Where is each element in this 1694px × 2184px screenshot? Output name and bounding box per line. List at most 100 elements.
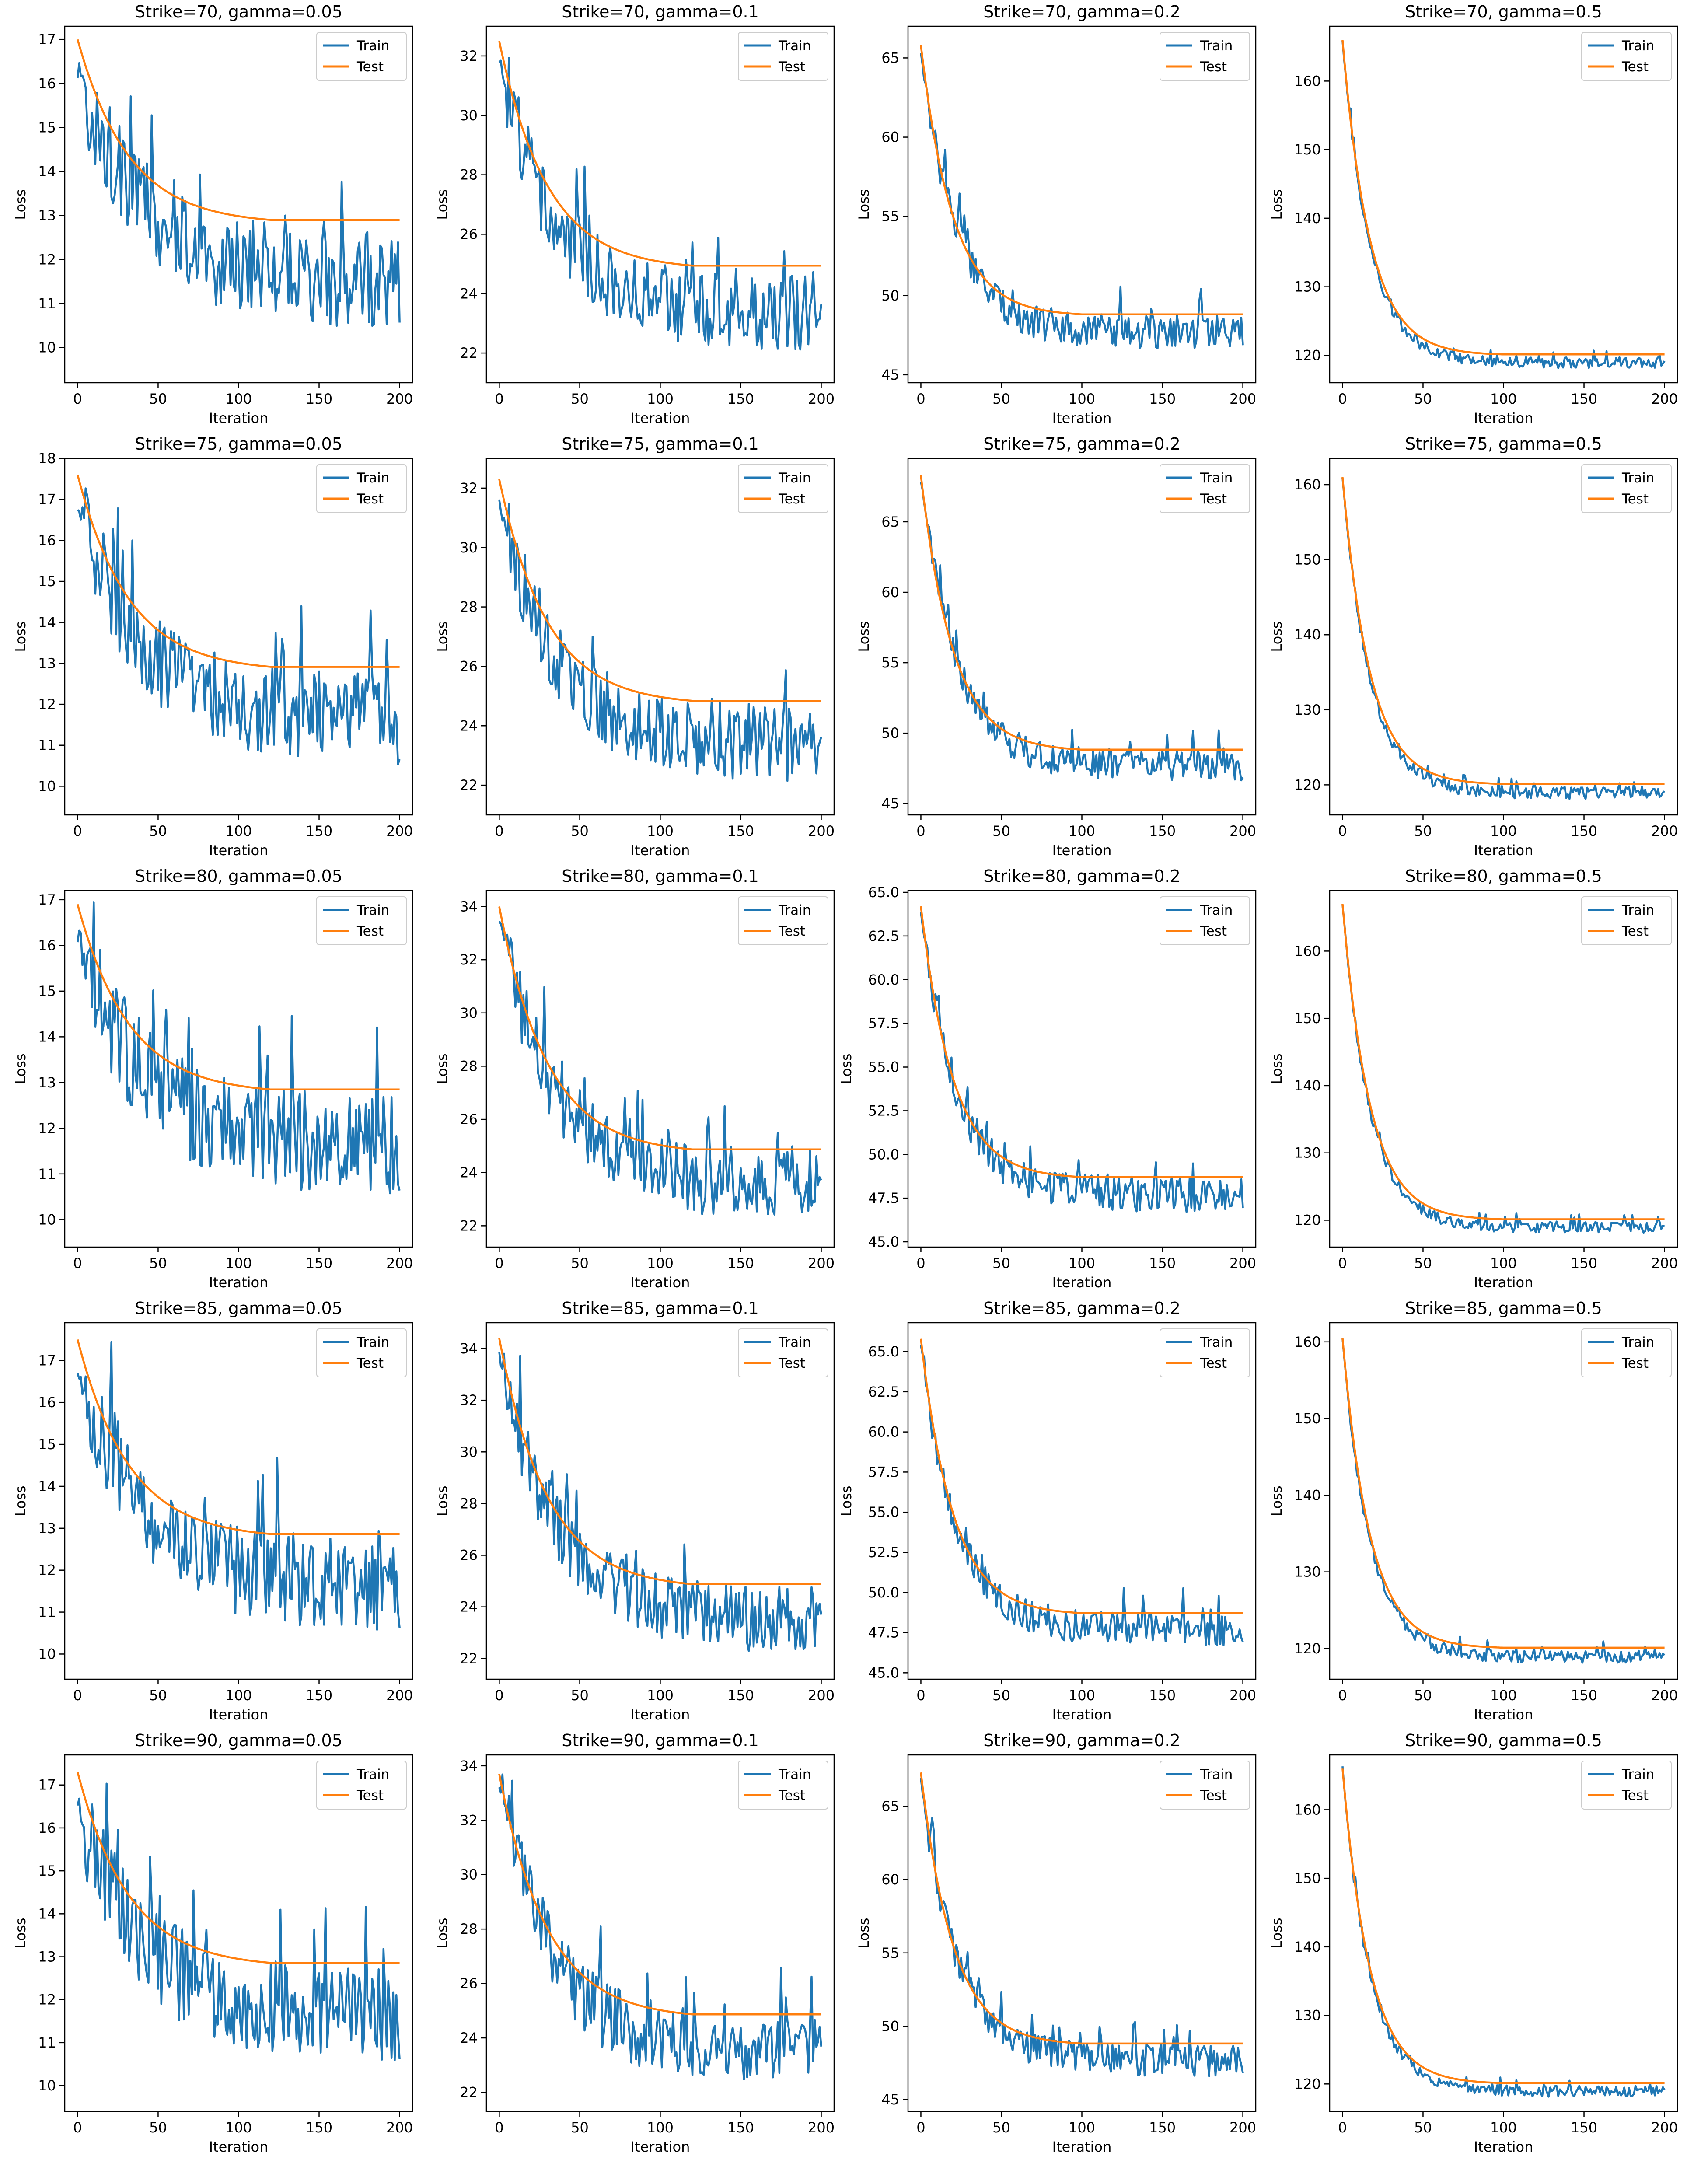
x-tick-label: 200 xyxy=(1229,2119,1256,2136)
x-tick-label: 150 xyxy=(1149,1255,1176,1272)
legend-label-train: Train xyxy=(778,38,811,54)
y-axis-label: Loss xyxy=(856,621,872,652)
y-tick-label: 62.5 xyxy=(868,928,899,944)
legend: Train Test xyxy=(1160,32,1250,81)
subplot-11: Strike=80, gamma=0.2 0 50 100 150 200 45.0 47.5… xyxy=(838,867,1257,1291)
y-tick-label: 55.0 xyxy=(868,1504,899,1520)
x-tick-label: 50 xyxy=(571,2119,589,2136)
x-tick-label: 150 xyxy=(306,391,332,407)
x-tick-label: 0 xyxy=(73,1687,82,1704)
x-axis-label: Iteration xyxy=(209,1274,269,1291)
x-tick-label: 50 xyxy=(1414,1687,1432,1704)
x-tick-label: 150 xyxy=(306,2119,332,2136)
x-tick-label: 100 xyxy=(1069,1255,1095,1272)
x-tick-label: 50 xyxy=(992,391,1010,407)
y-axis-label: Loss xyxy=(1268,1918,1285,1948)
x-tick-label: 150 xyxy=(727,823,754,839)
legend: Train Test xyxy=(1581,464,1672,513)
legend-label-test: Test xyxy=(778,923,805,939)
y-tick-label: 65 xyxy=(881,1798,899,1814)
subplot-title: Strike=70, gamma=0.2 xyxy=(983,2,1181,21)
y-tick-label: 10 xyxy=(38,1211,56,1228)
y-tick-label: 22 xyxy=(460,777,478,793)
test-series-line xyxy=(498,1774,821,2016)
subplot-5: Strike=75, gamma=0.05 0 50 100 150 200 10 11 12 1… xyxy=(12,434,413,859)
x-tick-label: 150 xyxy=(1149,2119,1176,2136)
y-tick-label: 17 xyxy=(38,891,56,908)
y-axis-label: Loss xyxy=(12,1053,29,1084)
y-axis-label: Loss xyxy=(434,1485,451,1516)
legend-label-test: Test xyxy=(356,923,384,939)
x-tick-label: 50 xyxy=(571,1255,589,1272)
y-tick-label: 160 xyxy=(1294,476,1321,493)
x-axis-label: Iteration xyxy=(1052,1706,1112,1723)
y-tick-label: 120 xyxy=(1294,1212,1321,1228)
y-tick-label: 12 xyxy=(38,1120,56,1136)
y-tick-label: 150 xyxy=(1294,552,1321,568)
legend-label-test: Test xyxy=(1621,491,1649,507)
y-tick-label: 13 xyxy=(38,1074,56,1091)
y-tick-label: 160 xyxy=(1294,943,1321,959)
y-tick-label: 28 xyxy=(460,1495,478,1512)
y-tick-label: 55 xyxy=(881,1945,899,1961)
x-tick-label: 50 xyxy=(571,1687,589,1704)
x-tick-label: 100 xyxy=(225,391,252,407)
y-tick-label: 57.5 xyxy=(868,1015,899,1032)
y-tick-label: 50 xyxy=(881,2018,899,2034)
y-tick-label: 16 xyxy=(38,532,56,549)
y-tick-label: 62.5 xyxy=(868,1384,899,1400)
test-series-line xyxy=(77,1772,400,1964)
y-tick-label: 32 xyxy=(460,480,478,496)
y-tick-label: 26 xyxy=(460,1975,478,1992)
x-tick-label: 0 xyxy=(495,391,503,407)
y-tick-label: 26 xyxy=(460,226,478,242)
y-tick-label: 15 xyxy=(38,119,56,136)
legend-label-test: Test xyxy=(356,1788,384,1803)
y-tick-label: 10 xyxy=(38,778,56,794)
y-tick-label: 120 xyxy=(1294,1640,1321,1657)
x-tick-label: 0 xyxy=(1338,1255,1347,1272)
y-tick-label: 65 xyxy=(881,514,899,530)
y-tick-label: 22 xyxy=(460,1217,478,1234)
x-axis-label: Iteration xyxy=(1474,1706,1533,1723)
y-tick-label: 30 xyxy=(460,1005,478,1021)
legend-label-test: Test xyxy=(1200,59,1227,75)
y-axis-label: Loss xyxy=(434,1053,451,1084)
x-tick-label: 100 xyxy=(1490,1687,1517,1704)
y-tick-label: 140 xyxy=(1294,626,1321,643)
train-series-line xyxy=(920,912,1244,1213)
subplot-3: Strike=70, gamma=0.2 0 50 100 150 200 45 50 55 60… xyxy=(856,2,1257,426)
x-tick-label: 0 xyxy=(495,1255,503,1272)
subplot-title: Strike=70, gamma=0.05 xyxy=(135,2,342,21)
y-tick-label: 24 xyxy=(460,2030,478,2046)
x-tick-label: 150 xyxy=(1149,823,1176,839)
x-tick-label: 200 xyxy=(386,391,413,407)
y-tick-label: 55.0 xyxy=(868,1059,899,1076)
train-series-line xyxy=(77,62,401,327)
x-tick-label: 0 xyxy=(916,391,925,407)
y-tick-label: 14 xyxy=(38,1905,56,1922)
train-series-line xyxy=(920,1778,1244,2077)
x-tick-label: 50 xyxy=(992,1687,1010,1704)
x-tick-label: 200 xyxy=(386,1255,413,1272)
subplot-2: Strike=70, gamma=0.1 0 50 100 150 200 22 24 26 28… xyxy=(434,2,835,426)
subplot-16: Strike=85, gamma=0.5 0 50 100 150 200 120 130 14… xyxy=(1268,1299,1678,1723)
x-axis-label: Iteration xyxy=(209,2139,269,2155)
x-tick-label: 50 xyxy=(149,1687,167,1704)
y-axis-label: Loss xyxy=(12,189,29,220)
test-series-line xyxy=(498,906,821,1151)
y-tick-label: 14 xyxy=(38,163,56,180)
x-tick-label: 200 xyxy=(1651,391,1678,407)
legend: Train Test xyxy=(738,464,828,513)
legend: Train Test xyxy=(1581,32,1672,81)
test-series-line xyxy=(77,474,400,668)
subplot-15: Strike=85, gamma=0.2 0 50 100 150 200 45.0 47.5… xyxy=(838,1299,1257,1723)
subplot-title: Strike=85, gamma=0.2 xyxy=(983,1299,1181,1318)
x-axis-label: Iteration xyxy=(631,1274,690,1291)
x-tick-label: 0 xyxy=(73,823,82,839)
y-tick-label: 130 xyxy=(1294,1564,1321,1580)
x-tick-label: 200 xyxy=(1651,2119,1678,2136)
subplot-title: Strike=85, gamma=0.05 xyxy=(135,1299,342,1318)
y-tick-label: 13 xyxy=(38,1520,56,1537)
legend: Train Test xyxy=(1160,464,1250,513)
